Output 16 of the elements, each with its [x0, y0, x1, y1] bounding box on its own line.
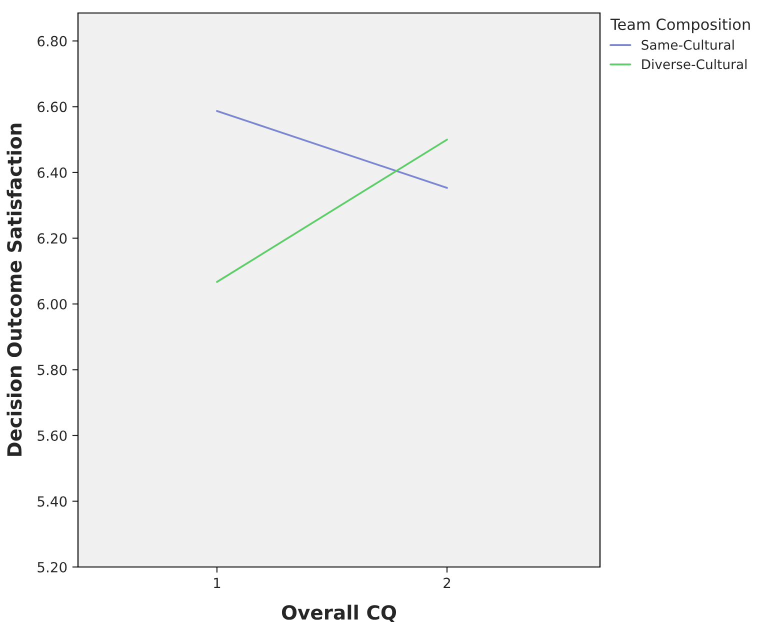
y-axis-title: Decision Outcome Satisfaction: [6, 124, 22, 456]
y-tick-label: 6.20: [38, 233, 67, 244]
y-tick-label: 6.80: [38, 36, 67, 46]
y-tick-label: 5.40: [38, 496, 67, 507]
y-tick-label: 5.60: [38, 430, 67, 441]
x-tick-label: 1: [214, 578, 220, 588]
legend-label: Diverse-Cultural: [642, 59, 746, 70]
legend-title: Team Composition: [610, 18, 750, 34]
legend-label: Same-Cultural: [642, 40, 734, 50]
y-tick-label: 6.40: [38, 167, 67, 178]
y-tick-label: 6.60: [38, 102, 67, 112]
y-tick-label: 5.20: [38, 562, 67, 572]
x-axis-title: Overall CQ: [282, 604, 396, 622]
x-tick-label: 2: [444, 578, 450, 588]
y-tick-label: 5.80: [38, 364, 67, 376]
y-tick-label: 6.00: [38, 298, 67, 310]
